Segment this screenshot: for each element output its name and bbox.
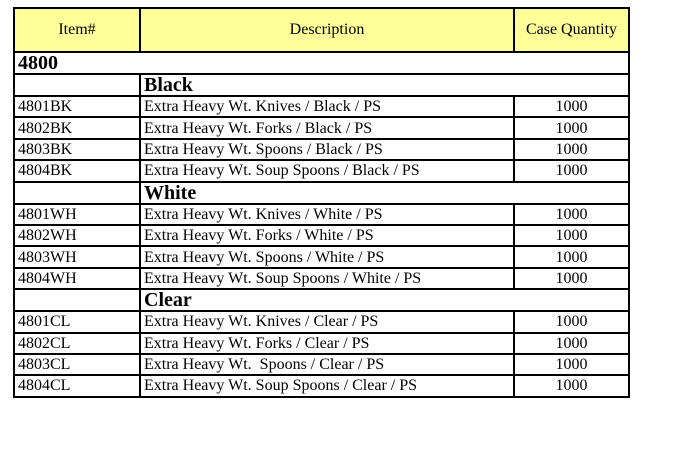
product-table: Item# Description Case Quantity 4800 Bla… — [13, 7, 630, 398]
item-cell: 4801BK — [13, 94, 141, 119]
description-cell: Extra Heavy Wt. Spoons / White / PS — [139, 245, 515, 269]
qty-cell: 1000 — [513, 137, 630, 162]
qty-cell: 1000 — [513, 352, 630, 377]
section-row-white: White — [13, 180, 630, 205]
table-row: 4804BK Extra Heavy Wt. Soup Spoons / Bla… — [13, 159, 630, 183]
category-row: 4800 — [13, 51, 630, 75]
qty-cell: 1000 — [513, 374, 630, 398]
description-cell: Extra Heavy Wt. Knives / White / PS — [139, 202, 515, 226]
section-name: Clear — [139, 288, 630, 313]
qty-cell: 1000 — [513, 223, 630, 248]
category-cell: 4800 — [13, 51, 630, 75]
qty-cell: 1000 — [513, 245, 630, 269]
item-cell: 4801CL — [13, 310, 141, 334]
table-header-row: Item# Description Case Quantity — [13, 7, 630, 53]
description-cell: Extra Heavy Wt. Spoons / Clear / PS — [139, 352, 515, 377]
qty-cell: 1000 — [513, 266, 630, 291]
table-row: 4803WH Extra Heavy Wt. Spoons / White / … — [13, 245, 630, 269]
table-row: 4802WH Extra Heavy Wt. Forks / White / P… — [13, 223, 630, 248]
table-row: 4803BK Extra Heavy Wt. Spoons / Black / … — [13, 137, 630, 162]
description-cell: Extra Heavy Wt. Forks / Clear / PS — [139, 331, 515, 355]
description-cell: Extra Heavy Wt. Knives / Clear / PS — [139, 310, 515, 334]
item-cell: 4802CL — [13, 331, 141, 355]
qty-cell: 1000 — [513, 116, 630, 140]
description-cell: Extra Heavy Wt. Soup Spoons / White / PS — [139, 266, 515, 291]
section-row-clear: Clear — [13, 288, 630, 313]
table-row: 4804CL Extra Heavy Wt. Soup Spoons / Cle… — [13, 374, 630, 398]
table-row: 4802CL Extra Heavy Wt. Forks / Clear / P… — [13, 331, 630, 355]
section-row-black: Black — [13, 73, 630, 97]
section-empty-cell — [13, 180, 141, 205]
table-row: 4802BK Extra Heavy Wt. Forks / Black / P… — [13, 116, 630, 140]
description-cell: Extra Heavy Wt. Soup Spoons / Clear / PS — [139, 374, 515, 398]
qty-cell: 1000 — [513, 310, 630, 334]
qty-cell: 1000 — [513, 94, 630, 119]
qty-cell: 1000 — [513, 202, 630, 226]
description-cell: Extra Heavy Wt. Soup Spoons / Black / PS — [139, 159, 515, 183]
item-cell: 4802WH — [13, 223, 141, 248]
col-header-case-quantity: Case Quantity — [513, 7, 630, 53]
description-cell: Extra Heavy Wt. Spoons / Black / PS — [139, 137, 515, 162]
table-row: 4803CL Extra Heavy Wt. Spoons / Clear / … — [13, 352, 630, 377]
item-cell: 4803WH — [13, 245, 141, 269]
qty-cell: 1000 — [513, 331, 630, 355]
table-row: 4801WH Extra Heavy Wt. Knives / White / … — [13, 202, 630, 226]
section-empty-cell — [13, 288, 141, 313]
item-cell: 4804WH — [13, 266, 141, 291]
item-cell: 4803CL — [13, 352, 141, 377]
section-empty-cell — [13, 73, 141, 97]
table-row: 4801CL Extra Heavy Wt. Knives / Clear / … — [13, 310, 630, 334]
section-name: Black — [139, 73, 630, 97]
description-cell: Extra Heavy Wt. Forks / Black / PS — [139, 116, 515, 140]
description-cell: Extra Heavy Wt. Forks / White / PS — [139, 223, 515, 248]
item-cell: 4804BK — [13, 159, 141, 183]
description-cell: Extra Heavy Wt. Knives / Black / PS — [139, 94, 515, 119]
table-row: 4804WH Extra Heavy Wt. Soup Spoons / Whi… — [13, 266, 630, 291]
item-cell: 4801WH — [13, 202, 141, 226]
item-cell: 4804CL — [13, 374, 141, 398]
qty-cell: 1000 — [513, 159, 630, 183]
section-name: White — [139, 180, 630, 205]
item-cell: 4802BK — [13, 116, 141, 140]
col-header-description: Description — [139, 7, 515, 53]
table-row: 4801BK Extra Heavy Wt. Knives / Black / … — [13, 94, 630, 119]
item-cell: 4803BK — [13, 137, 141, 162]
col-header-item: Item# — [13, 7, 141, 53]
